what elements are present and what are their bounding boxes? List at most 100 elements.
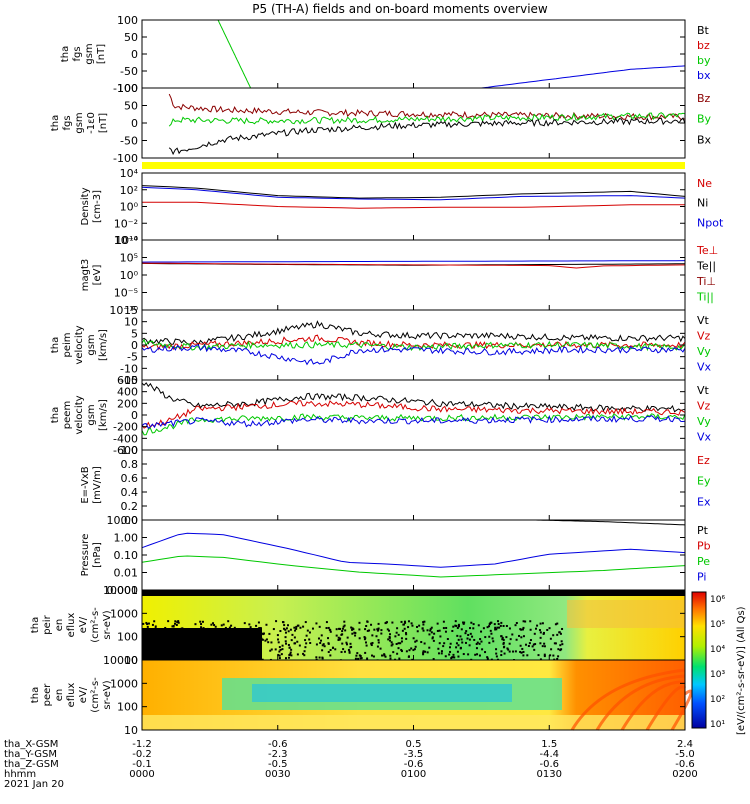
spectrogram-speck xyxy=(455,642,458,645)
spectrogram-speck xyxy=(317,637,320,640)
spectrogram-speck xyxy=(304,646,307,649)
spectrogram-speck xyxy=(412,637,415,640)
spectrogram-speck xyxy=(500,654,503,657)
spectrogram-speck xyxy=(436,629,439,632)
spectrogram-speck xyxy=(274,648,277,651)
y-axis-label-line: Density xyxy=(80,187,91,225)
panel-e_field: 1.00.80.60.40.20.0 E=-VxB [mV/m] Ez Ey Ex xyxy=(80,444,711,527)
y-tick-label: 10⁻² xyxy=(114,217,138,230)
y-tick-label: 400 xyxy=(117,386,138,399)
spectrogram-speck xyxy=(342,648,345,651)
y-tick-label: 10⁴ xyxy=(120,167,139,180)
spectrogram-speck xyxy=(539,658,542,661)
spectrogram-speck xyxy=(526,654,529,657)
spectrogram-speck xyxy=(175,623,178,626)
spectrogram-speck xyxy=(439,635,442,638)
bottom-row-value: -0.6 xyxy=(404,759,424,770)
spectrogram-speck xyxy=(449,642,452,645)
spectrogram-speck xyxy=(527,644,530,647)
spectrogram-speck xyxy=(478,642,481,645)
spectrogram-speck xyxy=(520,628,523,631)
spectrogram-speck xyxy=(183,635,186,638)
spectrogram-speck xyxy=(503,652,506,655)
spectrogram-speck xyxy=(296,624,299,627)
y-axis-label: tha peim velocity gsm [km/s] xyxy=(50,325,109,364)
spectrogram-speck xyxy=(432,658,435,661)
series-Ni xyxy=(141,185,686,199)
spectrogram-speck xyxy=(457,655,460,658)
y-tick-label: 0.10 xyxy=(114,549,139,562)
spectrogram-speck xyxy=(254,630,257,633)
spectrogram-speck xyxy=(268,632,271,635)
spectrogram-speck xyxy=(327,637,330,640)
spectrogram-speck xyxy=(278,646,281,649)
spectrogram-speck xyxy=(248,623,251,626)
spectrogram-speck xyxy=(415,639,418,642)
spectrogram-speck xyxy=(400,637,403,640)
spectrogram-speck xyxy=(403,627,406,630)
y-axis-label-line: peir xyxy=(42,614,53,634)
spectrogram-speck xyxy=(296,653,299,656)
spectrogram-speck xyxy=(460,628,463,631)
spectrogram-speck xyxy=(161,653,164,656)
spectrogram-speck xyxy=(270,641,273,644)
legend-entry: Pi xyxy=(697,571,706,584)
spectrogram-speck xyxy=(538,629,541,632)
spectrogram-speck xyxy=(384,655,387,658)
legend-entry: Vt xyxy=(697,384,710,397)
spectrogram-speck xyxy=(438,642,441,645)
legend-entry: Ex xyxy=(697,495,711,508)
spectrogram-speck xyxy=(542,632,545,635)
spectrogram-speck xyxy=(171,632,174,635)
bottom-row-value: -0.6 xyxy=(268,739,288,750)
legend-entry: Ey xyxy=(697,475,711,488)
legend-entry: Vz xyxy=(697,400,711,413)
spectrogram-speck xyxy=(289,628,292,631)
spectrogram-speck xyxy=(368,629,371,632)
spectrogram-speck xyxy=(218,633,221,636)
spectrogram-speck xyxy=(145,637,148,640)
series-By xyxy=(168,112,686,127)
colorbar-label: [eV/(cm²-s-sr-eV)] (All Qs) xyxy=(736,606,747,735)
spectrogram-speck xyxy=(501,638,504,641)
spectrogram-speck xyxy=(252,644,255,647)
spectrogram-speck xyxy=(176,645,179,648)
y-tick-label: 10⁰ xyxy=(120,201,139,214)
spectrogram-speck xyxy=(467,653,470,656)
spectrogram-speck xyxy=(429,628,432,631)
spectrogram-speck xyxy=(279,648,282,651)
spectrogram-speck xyxy=(304,639,307,642)
legend-entry: by xyxy=(697,54,711,67)
spectrogram-speck xyxy=(520,636,523,639)
y-tick-label: 1000 xyxy=(110,677,138,690)
spectrogram-speck xyxy=(354,657,357,660)
spectrogram-speck xyxy=(472,623,475,626)
spectrogram-speck xyxy=(421,627,424,630)
spectrogram-speck xyxy=(318,656,321,659)
spectrogram-speck xyxy=(174,622,177,625)
spectrogram-speck xyxy=(201,637,204,640)
spectrogram-speck xyxy=(345,641,348,644)
spectrogram-speck xyxy=(177,653,180,656)
legend-entry: Vx xyxy=(697,431,712,444)
spectrogram-speck xyxy=(430,631,433,634)
spectrogram-speck xyxy=(498,626,501,629)
spectrogram-speck xyxy=(202,627,205,630)
spectrogram-speck xyxy=(383,654,386,657)
bottom-row-value: -5.0 xyxy=(675,749,695,760)
y-tick-label: 0 xyxy=(131,339,138,352)
spectrogram-speck xyxy=(346,636,349,639)
spectrogram-speck xyxy=(557,648,560,651)
bottom-row-label: tha_Y-GSM xyxy=(4,749,57,760)
status-bar xyxy=(142,162,685,169)
spectrogram-speck xyxy=(252,638,255,641)
spectrogram-speck xyxy=(462,622,465,625)
spectrogram-speck xyxy=(191,649,194,652)
spectrogram-speck xyxy=(303,650,306,653)
bottom-row-value: 0000 xyxy=(129,769,154,780)
spectrogram-speck xyxy=(397,633,400,636)
spectrogram-speck xyxy=(347,648,350,651)
y-axis-label: tha fgs gsm -1ε0 [nT] xyxy=(50,112,109,134)
y-tick-label: -50 xyxy=(120,135,138,148)
